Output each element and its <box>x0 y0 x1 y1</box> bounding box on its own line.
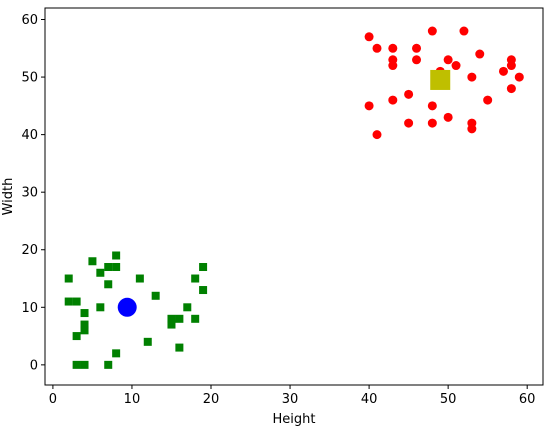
data-point-square-14 <box>104 360 113 369</box>
x-tick-label: 40 <box>361 392 378 407</box>
data-point-circle-27 <box>506 61 516 71</box>
data-point-circle-16 <box>443 55 453 65</box>
data-point-square-16 <box>112 263 121 272</box>
data-point-square-2 <box>72 297 81 306</box>
data-point-circle-12 <box>427 26 437 36</box>
data-point-circle-25 <box>498 66 508 76</box>
data-point-square-7 <box>80 320 89 329</box>
y-tick-label: 50 <box>21 71 38 86</box>
y-tick-label: 60 <box>21 13 38 28</box>
x-tick-label: 30 <box>282 392 299 407</box>
data-point-square-29 <box>199 286 208 295</box>
data-point-square-6 <box>80 309 89 318</box>
data-point-circle-7 <box>388 95 398 105</box>
data-point-circle-3 <box>372 130 382 140</box>
y-tick-label: 0 <box>30 358 38 373</box>
data-point-square-28 <box>199 263 208 272</box>
data-point-square-4 <box>72 360 81 369</box>
data-point-circle-17 <box>443 112 453 122</box>
data-point-big-square-0 <box>430 69 451 90</box>
data-point-square-1 <box>64 297 73 306</box>
data-point-square-26 <box>191 274 200 283</box>
y-axis: 0 10 20 30 40 50 60 <box>21 13 45 373</box>
data-point-circle-11 <box>412 55 422 65</box>
x-tick-label: 50 <box>440 392 457 407</box>
data-point-square-12 <box>104 263 113 272</box>
data-point-square-23 <box>175 314 184 323</box>
data-point-square-5 <box>80 360 89 369</box>
data-point-square-8 <box>80 326 89 335</box>
data-point-square-22 <box>167 320 176 329</box>
data-point-circle-10 <box>412 43 422 53</box>
data-point-square-13 <box>104 280 113 289</box>
data-point-circle-20 <box>467 72 477 82</box>
x-tick-label: 10 <box>124 392 141 407</box>
data-point-circle-1 <box>364 101 374 111</box>
data-point-circle-19 <box>459 26 469 36</box>
y-axis-label: Width <box>1 178 16 216</box>
x-tick-label: 20 <box>203 392 220 407</box>
data-point-square-17 <box>112 349 121 358</box>
data-point-circle-24 <box>483 95 493 105</box>
data-point-circle-13 <box>427 101 437 111</box>
x-tick-label: 0 <box>49 392 57 407</box>
data-point-circle-6 <box>388 61 398 71</box>
data-point-square-20 <box>151 291 160 300</box>
data-point-square-15 <box>112 251 121 260</box>
y-tick-label: 30 <box>21 186 38 201</box>
data-point-circle-29 <box>514 72 524 82</box>
data-point-circle-28 <box>506 84 516 94</box>
data-point-circle-4 <box>388 43 398 53</box>
data-point-circle-22 <box>467 124 477 134</box>
x-axis-label: Height <box>273 412 316 427</box>
points-layer <box>64 26 524 369</box>
data-point-square-0 <box>64 274 73 283</box>
y-tick-label: 10 <box>21 301 38 316</box>
data-point-circle-0 <box>364 32 374 42</box>
data-point-square-24 <box>175 343 184 352</box>
x-tick-label: 60 <box>519 392 536 407</box>
data-point-square-10 <box>96 268 105 277</box>
data-point-square-27 <box>191 314 200 323</box>
data-point-square-3 <box>72 332 81 341</box>
data-point-circle-18 <box>451 61 461 71</box>
data-point-square-11 <box>96 303 105 312</box>
data-point-big-circle-0 <box>117 297 137 317</box>
data-point-square-21 <box>167 314 176 323</box>
data-point-square-9 <box>88 257 97 266</box>
data-point-circle-23 <box>475 49 485 59</box>
data-point-square-18 <box>135 274 144 283</box>
data-point-circle-8 <box>404 89 414 99</box>
data-point-circle-14 <box>427 118 437 128</box>
x-axis: 0 10 20 30 40 50 60 <box>49 385 536 407</box>
data-point-circle-9 <box>404 118 414 128</box>
data-point-square-19 <box>143 337 152 346</box>
data-point-square-25 <box>183 303 192 312</box>
y-tick-label: 20 <box>21 243 38 258</box>
y-tick-label: 40 <box>21 128 38 143</box>
data-point-circle-2 <box>372 43 382 53</box>
plot-frame <box>44 7 544 386</box>
